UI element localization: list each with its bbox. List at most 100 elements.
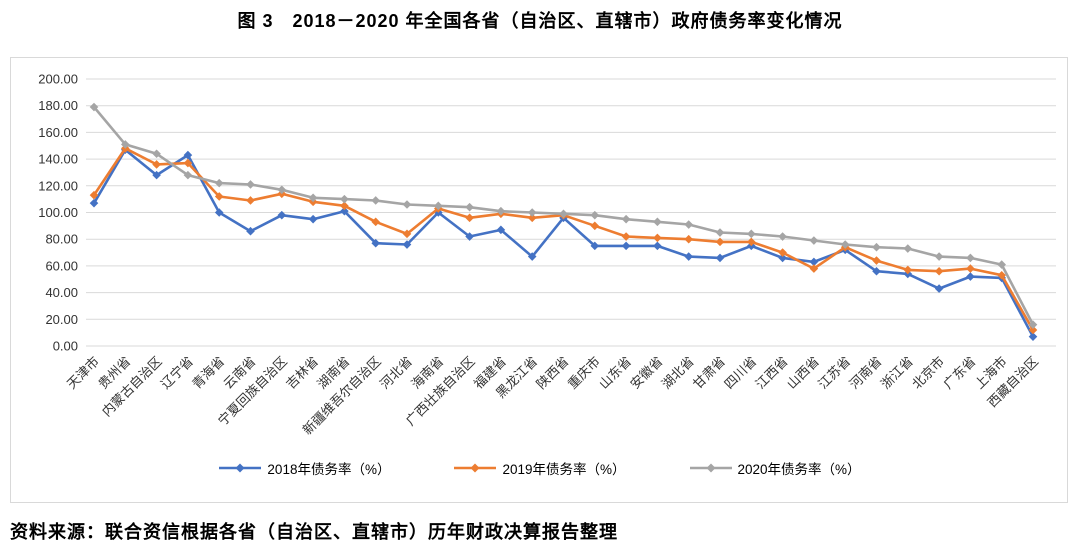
data-point-marker [246, 180, 255, 189]
data-point-marker [402, 229, 412, 239]
y-tick-label: 120.00 [38, 178, 78, 193]
y-tick-label: 80.00 [45, 232, 78, 247]
data-point-marker [152, 170, 161, 180]
data-point-marker [966, 253, 975, 263]
data-point-marker [277, 210, 287, 220]
data-point-marker [277, 185, 287, 195]
y-tick-label: 40.00 [45, 285, 78, 300]
y-tick-label: 160.00 [38, 125, 78, 140]
series-2018年债务率（%） [89, 145, 1038, 341]
data-point-marker [621, 241, 631, 251]
data-point-marker [214, 208, 224, 217]
data-point-marker [402, 240, 412, 249]
data-point-marker [590, 221, 600, 231]
data-point-marker [465, 202, 474, 212]
data-point-marker [89, 198, 99, 208]
x-tick-label: 山西省 [784, 354, 822, 392]
data-point-marker [590, 241, 600, 251]
x-tick-label: 山东省 [596, 354, 634, 392]
data-point-marker [527, 213, 537, 223]
source-note: 资料来源：联合资信根据各省（自治区、直辖市）历年财政决算报告整理 [10, 522, 618, 542]
legend-label-2020: 2020年债务率（%） [737, 462, 861, 477]
legend-marker-2018-icon [219, 463, 262, 473]
data-point-marker [715, 253, 725, 263]
data-point-marker [872, 266, 881, 276]
chart-panel: 0.00 20.00 40.00 60.00 80.00 100.00 120.00 140.… [10, 57, 1068, 503]
x-tick-label: 吉林省 [283, 354, 321, 392]
y-tick-label: 20.00 [45, 312, 78, 327]
x-tick-label: 陕西省 [533, 354, 571, 392]
data-point-marker [778, 253, 787, 263]
data-point-marker [684, 234, 693, 244]
data-point-marker [966, 272, 975, 281]
x-tick-label: 重庆市 [565, 354, 603, 392]
x-tick-label: 湖北省 [659, 354, 697, 392]
legend-item-2019: 2019年债务率（%） [452, 458, 626, 478]
data-point-marker [465, 232, 474, 241]
data-point-marker [747, 229, 756, 239]
data-point-marker [1028, 320, 1038, 329]
legend-item-2020: 2020年债务率（%） [688, 458, 861, 478]
data-point-marker [653, 233, 662, 243]
data-point-marker [903, 244, 913, 253]
x-tick-label: 江西省 [753, 354, 791, 392]
data-point-marker [684, 252, 693, 261]
legend-marker-2019-icon [454, 463, 497, 473]
x-tick-label: 江苏省 [815, 354, 853, 392]
x-tick-label: 河北省 [377, 354, 415, 392]
x-tick-label: 甘肃省 [690, 354, 728, 392]
data-point-marker [872, 256, 881, 265]
data-point-marker [340, 201, 349, 211]
y-tick-label: 180.00 [38, 98, 78, 113]
data-point-marker [496, 225, 506, 235]
data-point-marker [809, 257, 819, 267]
data-point-marker [997, 260, 1006, 269]
data-point-marker [684, 220, 693, 229]
x-tick-label: 浙江省 [878, 354, 916, 392]
data-point-marker [308, 193, 318, 203]
y-tick-label: 140.00 [38, 152, 78, 167]
x-axis-category-labels: 天津市贵州省内蒙古自治区辽宁省青海省云南省宁夏回族自治区吉林省湖南省新疆维吾尔自… [64, 354, 1041, 438]
data-point-marker [371, 196, 380, 205]
data-point-marker [715, 237, 725, 247]
data-point-marker [997, 270, 1006, 280]
data-point-marker [872, 242, 881, 252]
data-point-marker [840, 240, 850, 249]
data-point-marker [934, 266, 944, 276]
data-point-marker [778, 232, 787, 241]
series-2020年债务率（%） [89, 102, 1038, 329]
data-point-marker [465, 213, 474, 223]
data-point-marker [653, 241, 662, 251]
data-point-marker [1028, 325, 1038, 335]
x-tick-label: 青海省 [189, 354, 227, 392]
data-point-marker [183, 170, 193, 180]
data-point-marker [371, 238, 380, 248]
legend-label-2018: 2018年债务率（%） [267, 462, 391, 477]
data-point-marker [246, 196, 255, 205]
data-point-marker [966, 264, 975, 273]
data-point-marker [621, 214, 631, 224]
data-point-marker [747, 237, 756, 247]
data-point-marker [183, 150, 193, 160]
y-tick-label: 100.00 [38, 205, 78, 220]
data-point-marker [653, 217, 662, 227]
x-tick-label: 天津市 [64, 354, 102, 392]
data-point-marker [809, 264, 819, 273]
data-point-marker [590, 210, 600, 220]
data-point-marker [152, 160, 161, 169]
debt-ratio-line-chart: 0.00 20.00 40.00 60.00 80.00 100.00 120.00 140.… [38, 72, 1056, 438]
data-point-marker [809, 236, 819, 245]
data-point-marker [527, 252, 537, 261]
data-point-marker [621, 232, 631, 241]
data-point-marker [934, 284, 944, 293]
data-point-marker [371, 217, 380, 227]
x-tick-label: 广东省 [940, 354, 978, 392]
data-point-marker [715, 228, 725, 237]
data-point-marker [434, 201, 443, 211]
data-point-marker [214, 192, 224, 201]
data-point-marker [214, 178, 224, 188]
data-point-marker [340, 194, 349, 204]
y-axis-tick-labels: 0.00 20.00 40.00 60.00 80.00 100.00 120.00 140.… [38, 72, 78, 354]
page-title: 图 3 2018－2020 年全国各省（自治区、直辖市）政府债务率变化情况 [237, 11, 843, 31]
